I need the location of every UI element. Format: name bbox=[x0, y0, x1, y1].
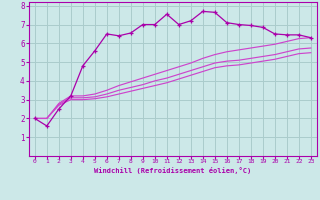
X-axis label: Windchill (Refroidissement éolien,°C): Windchill (Refroidissement éolien,°C) bbox=[94, 167, 252, 174]
